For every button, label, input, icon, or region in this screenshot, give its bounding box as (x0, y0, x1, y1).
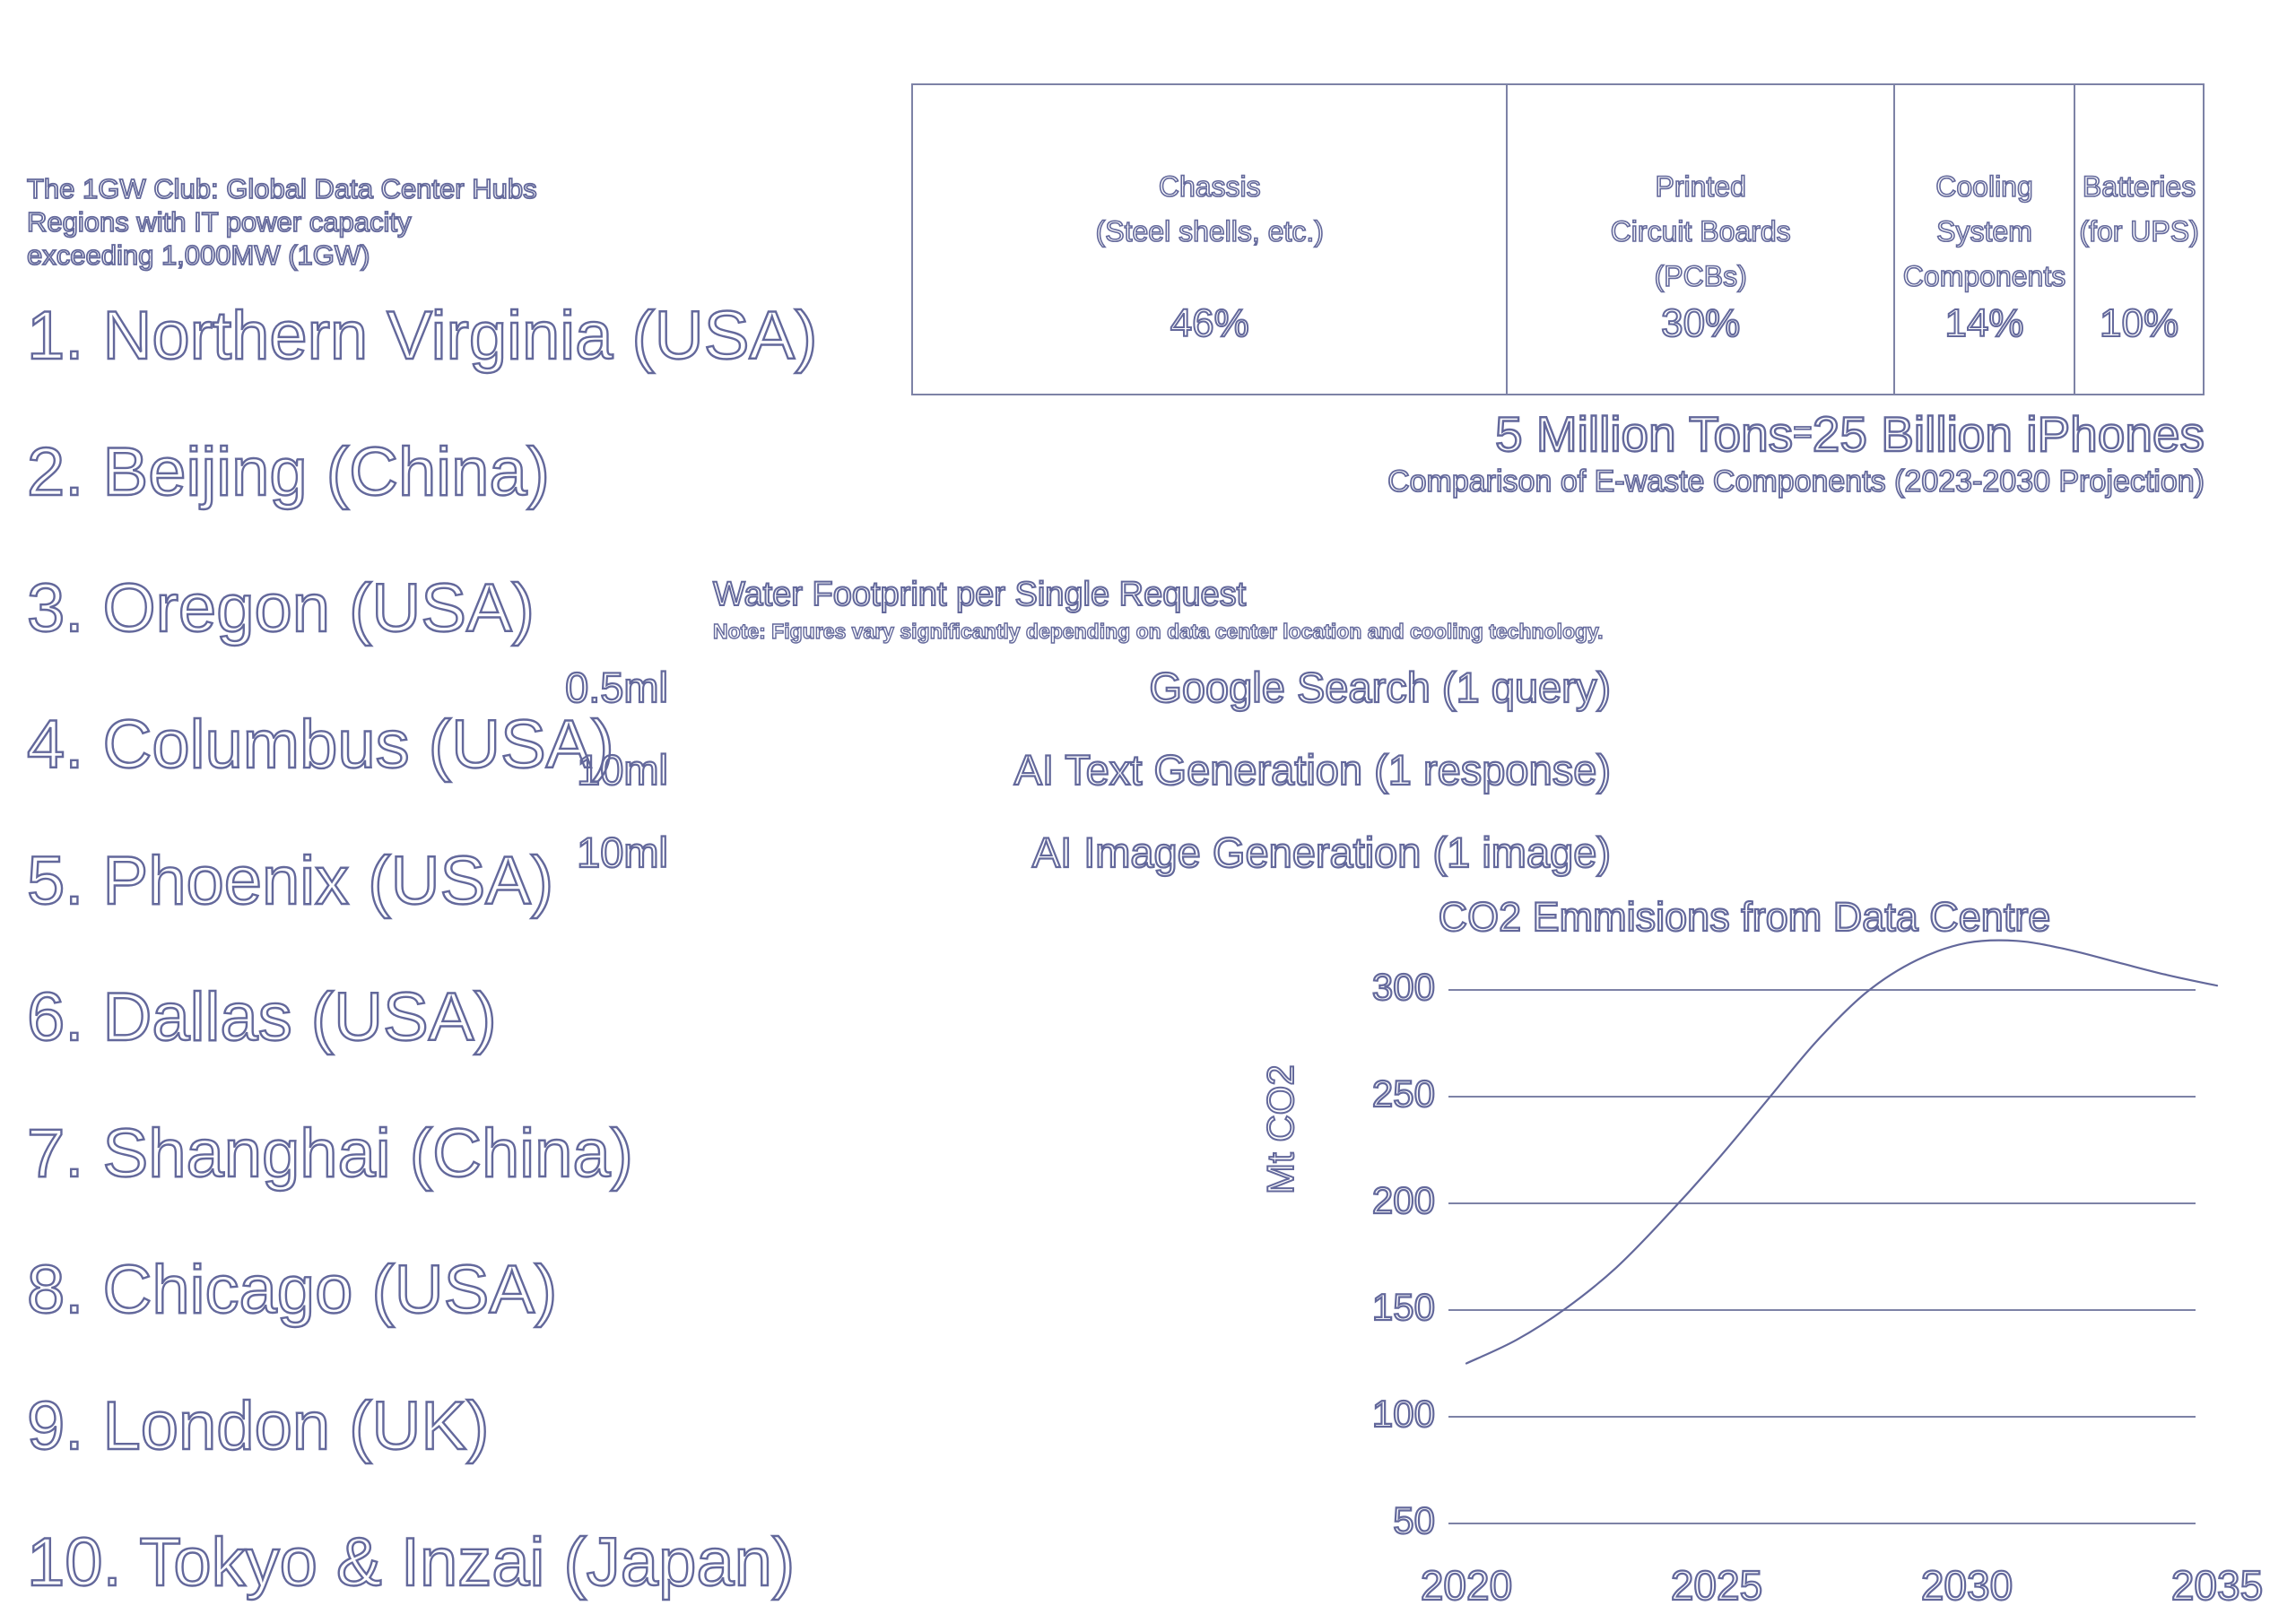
ewaste-cell-label-line: (PCBs) (1654, 259, 1748, 293)
region-list-item: 8. Chicago (USA) (26, 1252, 559, 1328)
ewaste-cell-label-line: Chassis (1158, 169, 1261, 204)
ewaste-cell-percentage: 14% (1944, 300, 2024, 346)
ewaste-cell-label-line: Batteries (2082, 169, 2196, 204)
water-section-title: Water Footprint per Single Request (712, 575, 1247, 614)
water-row-value: 10ml (576, 828, 669, 877)
equals-sign: = (1792, 412, 1813, 451)
ewaste-headline-right: 25 Billion iPhones (1812, 406, 2206, 462)
y-axis-tick-label: 300 (1371, 965, 1436, 1008)
ewaste-cell-label-line: Components (1902, 259, 2066, 293)
ewaste-headline: 5 Million Tons=25 Billion iPhones (911, 405, 2206, 462)
ewaste-cell-label-line: (Steel shells, etc.) (1095, 214, 1325, 248)
ewaste-component-bar: Chassis (Steel shells, etc.) 46% Printed Cir… (911, 83, 2205, 395)
water-row-value: 10ml (576, 745, 669, 794)
y-axis-tick-label: 100 (1371, 1392, 1436, 1435)
region-list-item: 2. Beijing (China) (26, 434, 551, 510)
region-list-item: 9. London (UK) (26, 1388, 491, 1464)
ewaste-cell: Cooling System Components 14% (1892, 85, 2074, 394)
water-section-note: Note: Figures vary significantly dependi… (712, 619, 1604, 643)
y-axis-tick-label: 200 (1371, 1178, 1436, 1221)
ewaste-cell-percentage: 46% (1170, 300, 1250, 346)
y-axis-tick-label: 50 (1392, 1498, 1436, 1541)
region-list-item: 7. Shanghai (China) (26, 1115, 634, 1192)
co2-emissions-curve (1465, 939, 2219, 1365)
region-list-item: 4. Columbus (USA) (26, 707, 615, 783)
water-row-label: AI Text Generation (1 response) (1013, 745, 1613, 794)
water-row-label: Google Search (1 query) (1148, 663, 1612, 712)
ewaste-cell: Batteries (for UPS) 10% (2074, 85, 2203, 394)
x-axis-tick-label: 2030 (1920, 1561, 2014, 1610)
region-list-item: 1. Northern Virginia (USA) (26, 298, 819, 374)
x-axis-tick-label: 2035 (2170, 1561, 2265, 1610)
page-title-line-2: Regions with IT power capacity (26, 205, 412, 239)
ewaste-cell: Printed Circuit Boards (PCBs) 30% (1506, 85, 1892, 394)
ewaste-cell-percentage: 10% (2099, 300, 2179, 346)
ewaste-cell-label-line: Printed (1655, 169, 1747, 204)
ewaste-cell-label-line: Circuit Boards (1610, 214, 1792, 248)
ewaste-headline-left: 5 Million Tons (1494, 406, 1795, 462)
page-title: The 1GW Club: Global Data Center Hubs Re… (26, 172, 537, 272)
x-axis-tick-label: 2020 (1420, 1561, 1514, 1610)
y-axis-tick-label: 150 (1371, 1285, 1436, 1328)
ewaste-cell-label-line: Cooling (1935, 169, 2033, 204)
gridlines (1448, 989, 2196, 1524)
ewaste-cell-percentage: 30% (1660, 300, 1741, 346)
ewaste-subtitle: Comparison of E-waste Components (2023-2… (1387, 464, 2205, 499)
region-list-item: 6. Dallas (USA) (26, 979, 498, 1055)
region-list-item: 3. Oregon (USA) (26, 570, 535, 647)
region-list-item: 5. Phoenix (USA) (26, 843, 555, 919)
ewaste-cell: Chassis (Steel shells, etc.) 46% (913, 85, 1506, 394)
page-title-line-3: exceeding 1,000MW (1GW) (26, 239, 370, 272)
region-list-item: 10. Tokyo & Inzai (Japan) (26, 1524, 796, 1601)
water-row-value: 0.5ml (564, 663, 669, 712)
y-axis-tick-label: 250 (1371, 1072, 1436, 1115)
page-title-line-1: The 1GW Club: Global Data Center Hubs (26, 172, 537, 205)
ewaste-cell-label-line: System (1935, 214, 2032, 248)
x-axis-tick-label: 2025 (1670, 1561, 1764, 1610)
ewaste-cell-label-line: (for UPS) (2079, 214, 2200, 248)
chart-title: CO2 Emmisions from Data Centre (1438, 893, 2052, 941)
water-row-label: AI Image Generation (1 image) (1031, 828, 1612, 877)
